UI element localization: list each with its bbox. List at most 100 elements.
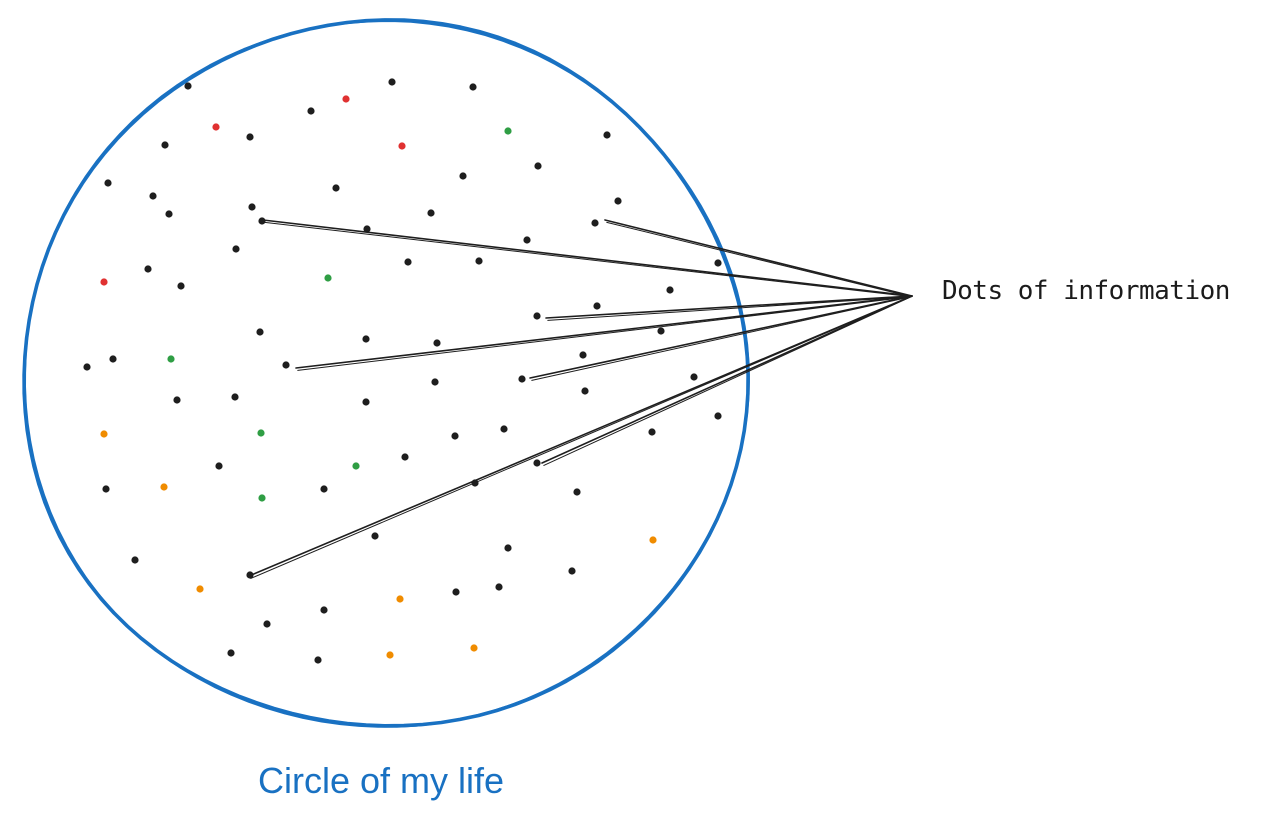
- info-dot-black: [591, 219, 599, 227]
- info-dot-green: [504, 127, 512, 135]
- info-dot-black: [534, 162, 542, 170]
- info-dot-black: [258, 217, 266, 225]
- info-dot-black: [232, 245, 240, 253]
- info-dot-black: [256, 328, 264, 336]
- info-dot-orange: [396, 595, 404, 603]
- info-dot-black: [248, 203, 256, 211]
- info-dot-orange: [196, 585, 204, 593]
- info-dot-black: [144, 265, 152, 273]
- info-dot-black: [401, 453, 409, 461]
- connector-line: [295, 295, 913, 369]
- dots-of-information-label: Dots of information: [942, 276, 1230, 306]
- info-dot-black: [500, 425, 508, 433]
- info-dot-green: [257, 429, 265, 437]
- info-dot-black: [581, 387, 589, 395]
- info-dot-red: [100, 278, 108, 286]
- info-dot-black: [83, 363, 91, 371]
- info-dot-green: [167, 355, 175, 363]
- info-dot-black: [246, 571, 254, 579]
- info-dot-green: [352, 462, 360, 470]
- connector-line-overstroke: [606, 221, 912, 298]
- info-dot-black: [246, 133, 254, 141]
- info-dot-black: [161, 141, 169, 149]
- connector-line: [545, 295, 913, 319]
- info-dot-black: [433, 339, 441, 347]
- info-dot-red: [342, 95, 350, 103]
- info-dot-black: [388, 78, 396, 86]
- info-dot-black: [363, 225, 371, 233]
- connector-line: [262, 219, 913, 297]
- connector-line-overstroke: [547, 296, 912, 321]
- info-dot-orange: [160, 483, 168, 491]
- connector-line-overstroke: [531, 296, 912, 381]
- info-dot-black: [149, 192, 157, 200]
- connector-lines: [248, 219, 913, 579]
- info-dot-black: [593, 302, 601, 310]
- info-dot-black: [714, 259, 722, 267]
- info-dot-black: [427, 209, 435, 217]
- connector-line-overstroke: [250, 296, 912, 579]
- info-dot-black: [666, 286, 674, 294]
- info-dot-black: [495, 583, 503, 591]
- info-dot-black: [332, 184, 340, 192]
- info-dot-black: [371, 532, 379, 540]
- connector-line-overstroke: [264, 221, 912, 298]
- info-dot-black: [648, 428, 656, 436]
- info-dot-black: [533, 459, 541, 467]
- info-dot-black: [173, 396, 181, 404]
- info-dot-black: [227, 649, 235, 657]
- info-dot-black: [573, 488, 581, 496]
- info-dot-red: [212, 123, 220, 131]
- info-dot-black: [523, 236, 531, 244]
- info-dot-black: [215, 462, 223, 470]
- info-dot-red: [398, 142, 406, 150]
- info-dot-black: [475, 257, 483, 265]
- info-dot-black: [469, 83, 477, 91]
- connector-line-overstroke: [543, 296, 912, 466]
- info-dot-black: [165, 210, 173, 218]
- info-dot-black: [177, 282, 185, 290]
- info-dot-black: [614, 197, 622, 205]
- info-dot-black: [459, 172, 467, 180]
- info-dot-black: [263, 620, 271, 628]
- info-dot-black: [231, 393, 239, 401]
- info-dot-orange: [100, 430, 108, 438]
- info-dot-black: [404, 258, 412, 266]
- info-dot-black: [568, 567, 576, 575]
- info-dot-black: [282, 361, 290, 369]
- info-dot-black: [102, 485, 110, 493]
- info-dot-black: [579, 351, 587, 359]
- connector-line: [604, 219, 913, 297]
- info-dot-orange: [649, 536, 657, 544]
- info-dot-black: [518, 375, 526, 383]
- info-dot-black: [362, 398, 370, 406]
- info-dot-black: [362, 335, 370, 343]
- life-circle: [22, 18, 750, 728]
- info-dot-black: [690, 373, 698, 381]
- info-dot-black: [104, 179, 112, 187]
- info-dot-black: [603, 131, 611, 139]
- circle-outline-overstroke: [23, 19, 750, 728]
- info-dot-black: [471, 479, 479, 487]
- information-dots: [83, 78, 722, 664]
- info-dot-black: [451, 432, 459, 440]
- info-dot-black: [184, 82, 192, 90]
- info-dot-black: [131, 556, 139, 564]
- info-dot-green: [324, 274, 332, 282]
- connector-line: [248, 295, 913, 577]
- info-dot-black: [452, 588, 460, 596]
- info-dot-black: [307, 107, 315, 115]
- info-dot-green: [258, 494, 266, 502]
- info-dot-black: [314, 656, 322, 664]
- info-dot-orange: [386, 651, 394, 659]
- info-dot-black: [657, 327, 665, 335]
- info-dot-black: [109, 355, 117, 363]
- info-dot-black: [533, 312, 541, 320]
- circle-of-my-life-label: Circle of my life: [258, 760, 505, 801]
- connector-line: [529, 295, 913, 379]
- info-dot-black: [714, 412, 722, 420]
- info-dot-black: [320, 606, 328, 614]
- info-dot-black: [320, 485, 328, 493]
- info-dot-black: [504, 544, 512, 552]
- connector-line: [541, 295, 913, 464]
